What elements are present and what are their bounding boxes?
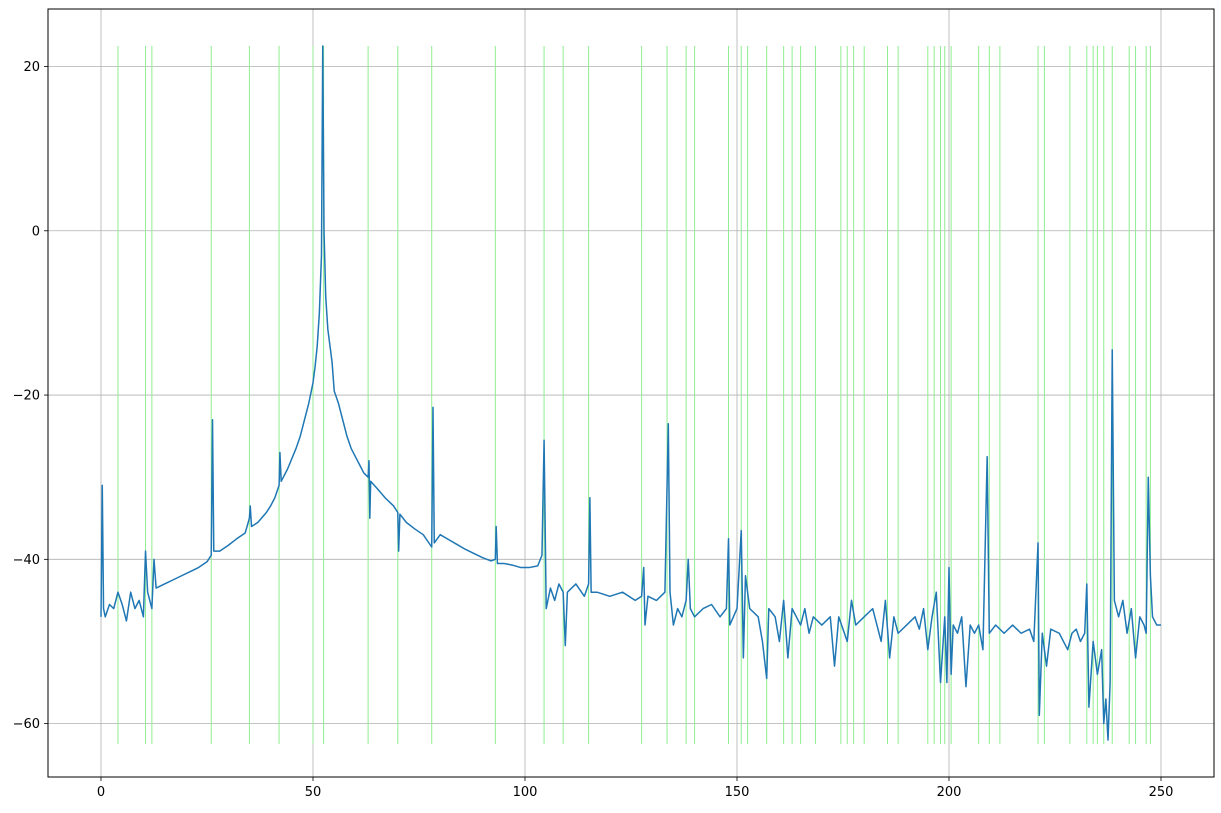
x-tick-label-5: 250: [1149, 785, 1174, 800]
plot-frame: [47, 8, 1215, 778]
tick-layer: 0 50 100 150 200 250 −60 −40 −20 0 20: [13, 60, 1174, 800]
y-tick-label-4: 20: [23, 60, 40, 75]
y-tick-label-1: −40: [13, 553, 40, 568]
vline-layer: [117, 45, 1151, 745]
y-tick-label-2: −20: [13, 389, 40, 404]
y-tick-label-3: 0: [32, 224, 40, 239]
x-tick-label-3: 150: [725, 785, 750, 800]
series-line-0: [100, 45, 1161, 741]
x-tick-label-0: 0: [97, 785, 105, 800]
x-tick-label-4: 200: [937, 785, 962, 800]
y-tick-label-0: −60: [13, 717, 40, 732]
x-tick-label-1: 50: [305, 785, 322, 800]
series-layer: [100, 45, 1161, 741]
x-tick-label-2: 100: [513, 785, 538, 800]
